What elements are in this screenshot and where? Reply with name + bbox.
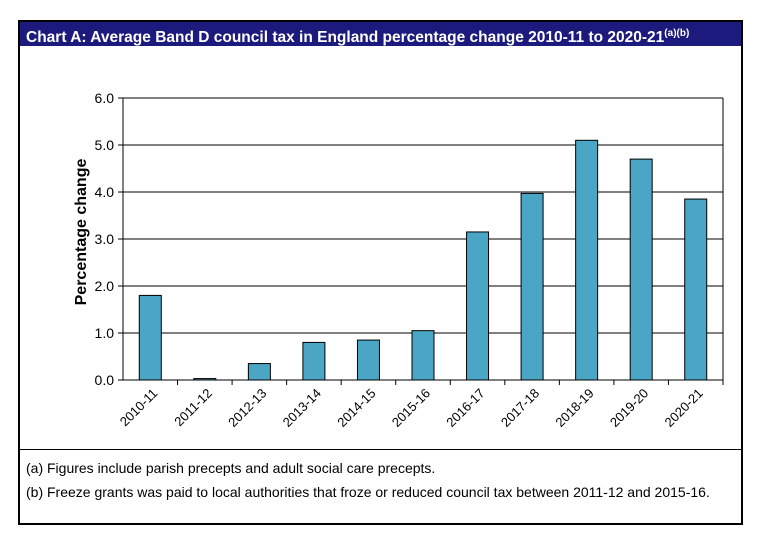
bar — [684, 198, 708, 381]
bar — [520, 192, 544, 381]
chart-title-text: Chart A: Average Band D council tax in E… — [26, 29, 665, 46]
y-tick-label: 5.0 — [95, 137, 115, 153]
x-tick-label: 2019-20 — [607, 386, 651, 430]
axes — [118, 97, 724, 385]
x-tick-label: 2012-13 — [225, 386, 269, 430]
gridlines — [123, 97, 723, 334]
bar-chart: 0.0 1.0 2.0 3.0 4.0 5.0 6.0 2010-11 2011-12 2012-… — [73, 90, 724, 430]
y-tick-label: 4.0 — [95, 184, 115, 200]
x-tick-label: 2010-11 — [117, 386, 161, 430]
bars — [138, 139, 708, 381]
chart-title-superscript: (a)(b) — [664, 28, 690, 39]
y-axis-label: Percentage change — [73, 159, 90, 306]
bar — [466, 231, 490, 381]
bar — [411, 330, 435, 381]
x-tick-label: 2016-17 — [443, 386, 487, 430]
x-tick-label: 2015-16 — [389, 386, 433, 430]
bar — [356, 339, 380, 381]
y-tick-label: 6.0 — [95, 90, 115, 106]
footnote-b: (b) Freeze grants was paid to local auth… — [26, 484, 710, 500]
bar — [247, 363, 271, 381]
bar — [138, 294, 162, 381]
y-tick-label: 2.0 — [95, 278, 115, 294]
chart-frame: Chart A: Average Band D council tax in E… — [18, 20, 743, 525]
bar — [302, 341, 326, 381]
footnote-a: (a) Figures include parish precepts and … — [26, 460, 436, 476]
bar — [575, 139, 599, 381]
chart-area: 0.0 1.0 2.0 3.0 4.0 5.0 6.0 2010-11 2011-12 2012-… — [20, 46, 741, 470]
y-tick-label: 3.0 — [95, 231, 115, 247]
footnotes: (a) Figures include parish precepts and … — [20, 449, 741, 523]
x-tick-label: 2011-12 — [171, 386, 215, 430]
y-tick-label: 1.0 — [95, 325, 115, 341]
tick-labels: 0.0 1.0 2.0 3.0 4.0 5.0 6.0 2010-11 2011-12 2012-… — [95, 90, 706, 430]
chart-title: Chart A: Average Band D council tax in E… — [20, 22, 741, 46]
bar — [629, 158, 653, 381]
x-tick-label: 2020-21 — [661, 386, 705, 430]
x-tick-label: 2017-18 — [498, 386, 542, 430]
x-tick-label: 2018-19 — [552, 386, 596, 430]
y-tick-label: 0.0 — [95, 372, 115, 388]
x-tick-label: 2014-15 — [334, 386, 378, 430]
x-tick-label: 2013-14 — [280, 386, 324, 430]
